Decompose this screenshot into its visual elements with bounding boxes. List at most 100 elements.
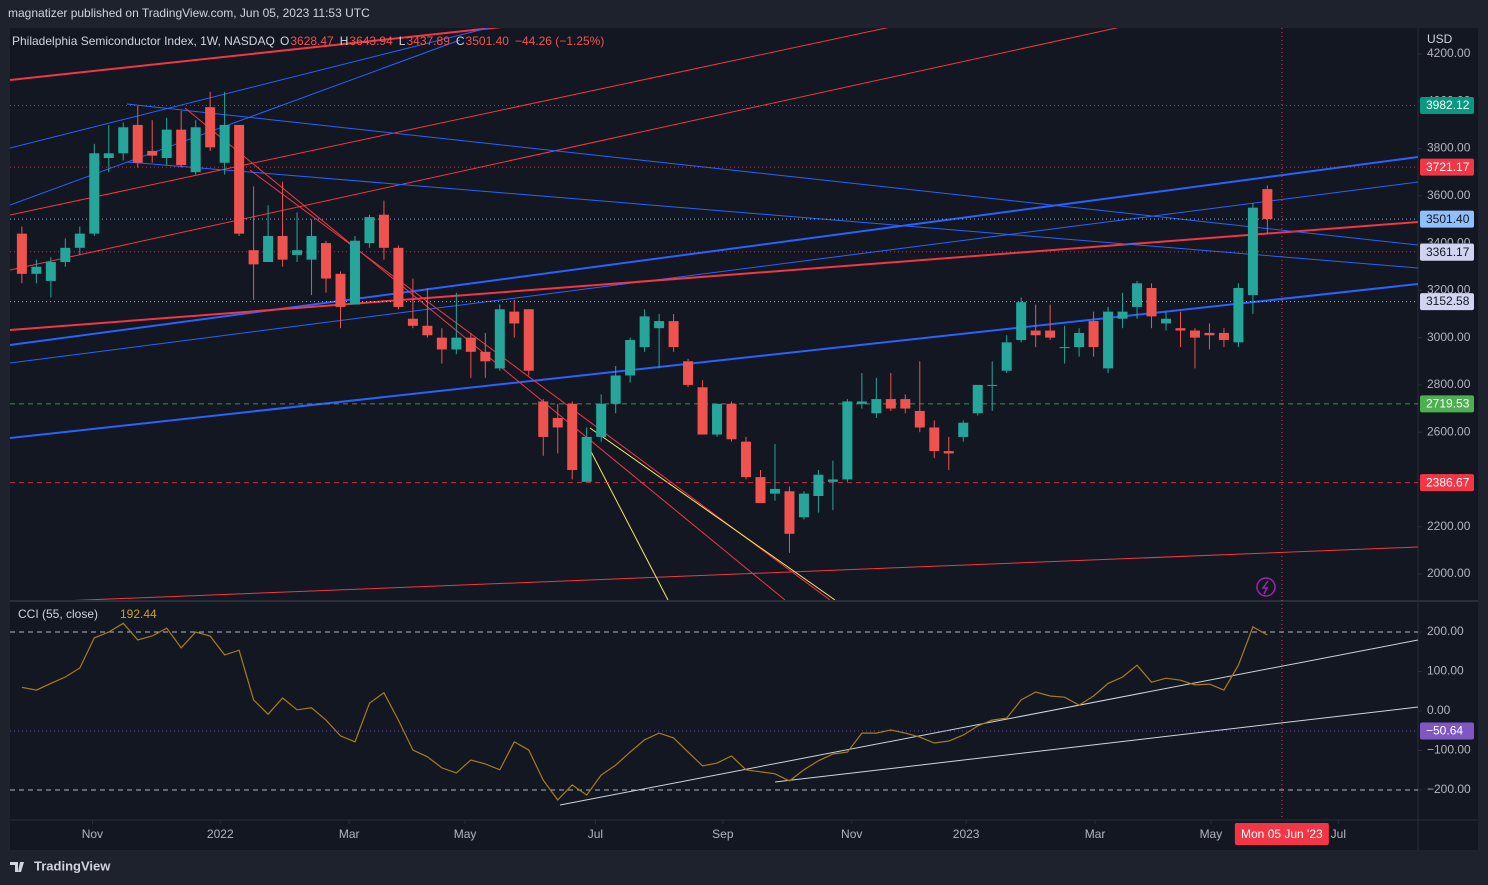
legend-key: L	[399, 34, 406, 48]
candle-body	[292, 250, 303, 255]
x-tick-label: Nov	[82, 827, 103, 841]
crosshair-label: Mon 05 Jun '23	[1241, 827, 1323, 841]
y-tick-label: 4200.00	[1427, 46, 1471, 60]
candle-body	[581, 436, 592, 482]
candle-body	[393, 247, 404, 307]
y-tick-label: 2000.00	[1427, 566, 1471, 580]
x-tick-label: May	[1200, 827, 1223, 841]
candle-body	[741, 441, 752, 478]
y-tick-label: 2600.00	[1427, 424, 1471, 438]
candle-body	[769, 488, 780, 494]
x-tick-label: Mar	[339, 827, 360, 841]
legend-value: 3643.94	[349, 34, 393, 48]
currency: USD	[1427, 32, 1453, 46]
trend-line	[10, 181, 1418, 364]
price-label: 3152.58	[1426, 294, 1470, 308]
price-label: 2386.67	[1426, 475, 1470, 489]
price-label-box	[1420, 158, 1474, 176]
y-tick-label: 2800.00	[1427, 377, 1471, 391]
candle-body	[1233, 288, 1244, 343]
candle-body	[755, 477, 766, 504]
candle-body	[60, 247, 71, 262]
chart-title: Philadelphia Semiconductor Index, 1W, NA…	[12, 34, 275, 48]
price-label-box	[1420, 293, 1474, 311]
chart-area	[10, 28, 1478, 850]
legend-key: C	[456, 34, 465, 48]
candle-body	[1247, 207, 1258, 296]
candle-body	[871, 399, 882, 414]
x-tick-label: Sep	[712, 827, 734, 841]
footer-brand: TradingView	[34, 858, 111, 873]
x-tick-label: 2022	[207, 827, 234, 841]
candle-body	[494, 309, 505, 369]
y-tick-label: −200.00	[1427, 782, 1471, 796]
candle-body	[726, 403, 737, 440]
candle-body	[827, 479, 838, 482]
price-label-box	[1420, 96, 1474, 114]
candle-body	[610, 375, 621, 404]
trend-line	[10, 156, 1418, 346]
y-tick-label: 2200.00	[1427, 519, 1471, 533]
candle-body	[987, 384, 998, 386]
candle-body	[1132, 283, 1143, 307]
candle-body	[914, 410, 925, 428]
y-tick-label: 3000.00	[1427, 330, 1471, 344]
trend-line	[10, 283, 1418, 439]
candle-body	[263, 236, 274, 262]
x-tick-label: May	[454, 827, 477, 841]
candle-body	[465, 337, 476, 352]
candle-body	[422, 325, 433, 336]
candle-body	[234, 124, 245, 234]
candle-body	[1117, 311, 1128, 319]
trend-line	[774, 706, 1419, 783]
trend-line	[584, 439, 669, 600]
candle-body	[1030, 330, 1041, 336]
candle-body	[349, 240, 360, 305]
trend-line	[10, 28, 1119, 271]
trend-line	[10, 39, 461, 206]
price-label: 3721.17	[1426, 160, 1470, 174]
indicator-value: 192.44	[120, 607, 157, 621]
candle-body	[45, 262, 56, 281]
trend-line	[10, 28, 491, 149]
candle-body	[118, 127, 129, 154]
price-label-box	[1420, 243, 1474, 261]
candle-body	[89, 153, 100, 234]
candle-body	[1189, 330, 1200, 338]
candle-body	[813, 474, 824, 496]
candle-body	[1175, 328, 1186, 331]
trend-line	[589, 427, 836, 600]
candle-body	[451, 337, 462, 350]
candle-body	[900, 399, 911, 409]
x-tick-label: Mar	[1085, 827, 1106, 841]
candle-body	[190, 127, 201, 173]
candle-body	[1103, 311, 1114, 369]
candle-body	[523, 309, 534, 371]
price-label: 2719.53	[1426, 397, 1470, 411]
candle-body	[668, 321, 679, 348]
legend: O 3628.47 H 3643.94 L 3437.89 C 3501.40 −44.26 (…	[280, 34, 604, 48]
candle-body	[625, 340, 636, 376]
candle-body	[176, 129, 187, 166]
drawings	[10, 28, 1419, 806]
candle-body	[1204, 332, 1215, 336]
event-icon-bolt	[1261, 580, 1269, 595]
indicator-title: CCI (55, close)	[18, 607, 98, 621]
event-icon[interactable]	[1256, 577, 1276, 597]
y-tick-label: 3800.00	[1427, 141, 1471, 155]
candle-body	[1001, 342, 1012, 371]
price-label: −50.64	[1426, 724, 1463, 738]
candle-body	[958, 422, 969, 437]
candle-body	[132, 124, 143, 163]
x-tick-label: Nov	[841, 827, 862, 841]
candle-body	[248, 250, 259, 265]
publisher: magnatizer published on TradingView.com,…	[8, 6, 370, 20]
price-label-box	[1420, 395, 1474, 413]
candle-body	[31, 266, 42, 274]
y-tick-label: 200.00	[1427, 624, 1464, 638]
legend-value: 3501.40	[466, 34, 510, 48]
candle-body	[943, 451, 954, 454]
legend-value: 3628.47	[290, 34, 334, 48]
candle-body	[639, 316, 650, 348]
candle-body	[219, 124, 230, 163]
